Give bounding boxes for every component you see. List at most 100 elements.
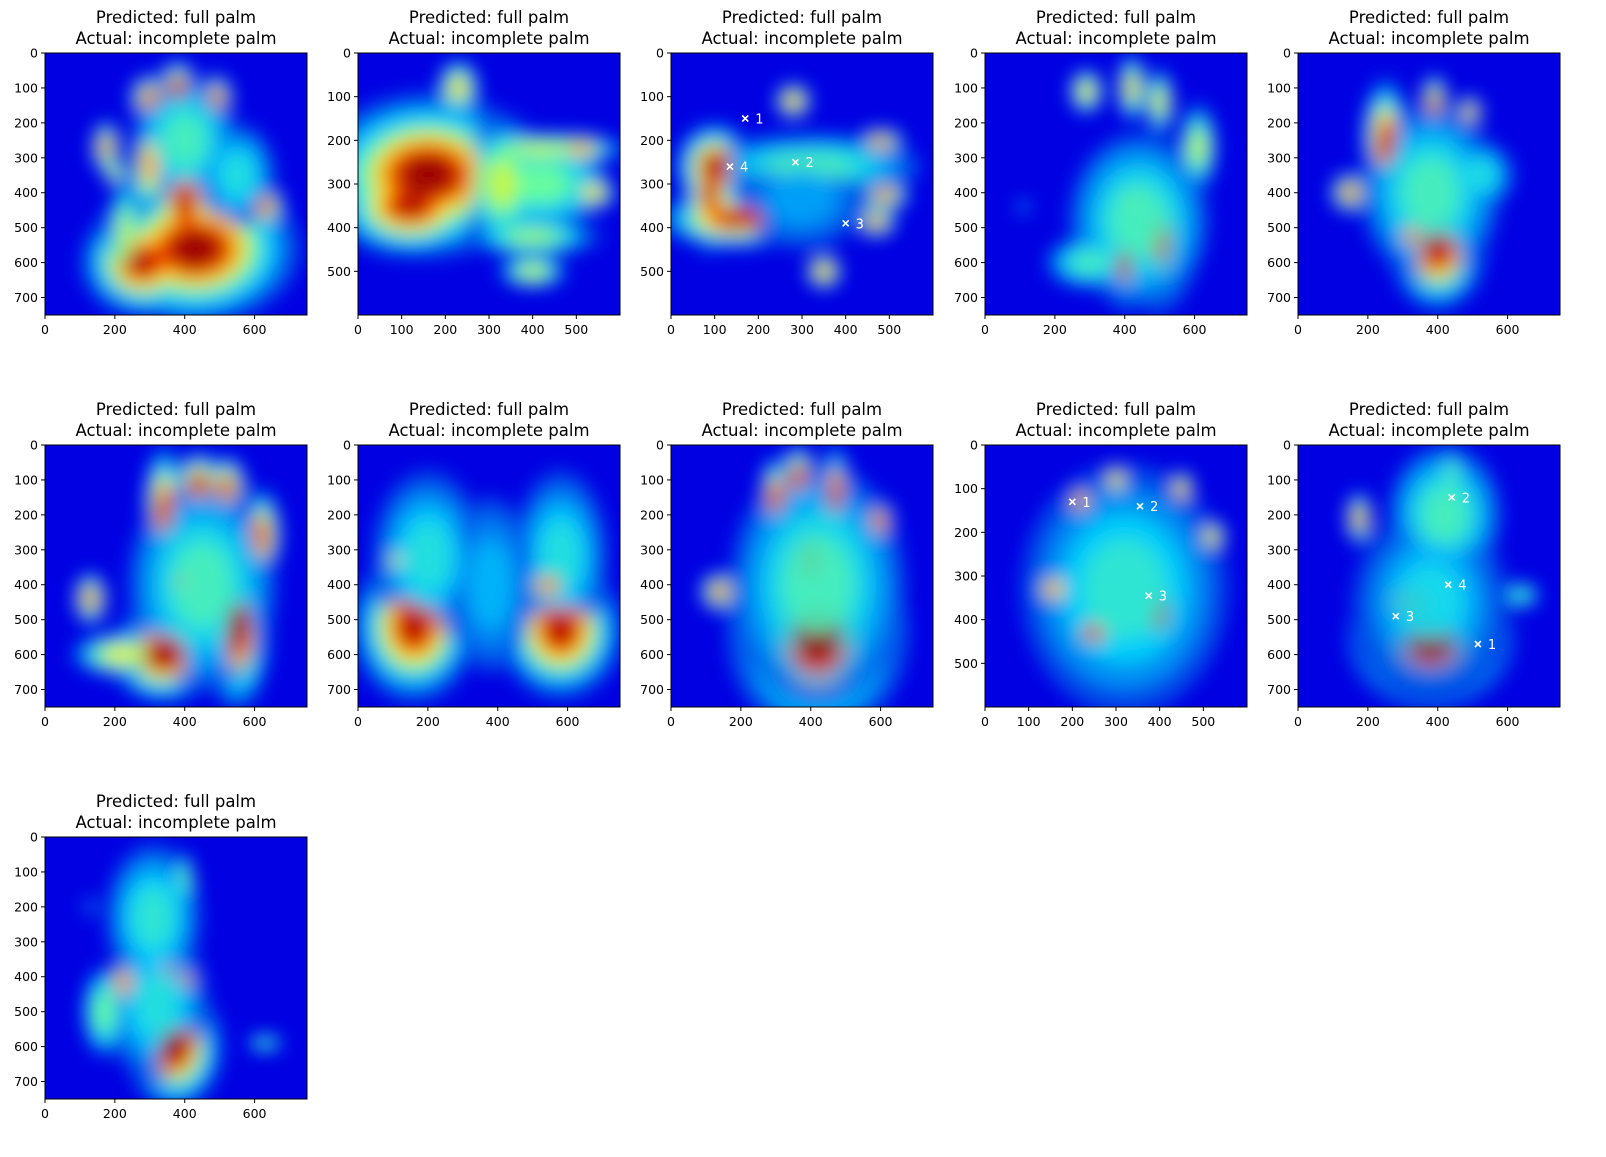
y-tick-label: 0 — [656, 438, 664, 453]
annotation-marker-3: 3 — [842, 217, 864, 232]
y-tick-label: 400 — [1267, 577, 1291, 592]
y-tick-label: 300 — [640, 542, 664, 557]
axes-frame — [44, 444, 308, 708]
y-tick-label: 0 — [970, 46, 978, 61]
heat-blob — [1355, 511, 1363, 526]
x-tick-label: 600 — [1496, 714, 1520, 729]
subplot-grid: Predicted: full palm Actual: incomplete p… — [14, 8, 1561, 1121]
heat-blob — [405, 521, 451, 592]
x-tick-label: 400 — [486, 714, 510, 729]
x-tick-label: 400 — [834, 322, 858, 337]
heatmap-image — [45, 445, 307, 707]
y-tick-label: 700 — [1267, 290, 1291, 305]
y-tick-label: 0 — [1283, 438, 1291, 453]
annotation-marker-3: 3 — [1392, 610, 1414, 625]
annotation-label: 3 — [856, 217, 864, 232]
heat-blob — [119, 974, 132, 993]
heat-blob — [149, 642, 178, 667]
x-tick-label: 0 — [981, 714, 989, 729]
heat-blob — [510, 229, 555, 243]
heat-blob — [874, 515, 884, 528]
heat-blob — [469, 541, 512, 629]
subplot-4: Predicted: full palm Actual: incomplete p… — [954, 8, 1248, 337]
y-tick-label: 400 — [327, 220, 351, 235]
heat-blob — [571, 144, 590, 154]
heat-blob — [211, 92, 221, 105]
heat-blob — [144, 92, 156, 105]
y-tick-label: 500 — [327, 264, 351, 279]
heat-blob — [127, 248, 159, 277]
heat-blob — [587, 187, 601, 199]
heat-blob — [135, 973, 178, 1037]
heat-blob — [163, 114, 206, 167]
heat-blob — [513, 143, 570, 155]
heat-blob — [177, 577, 185, 585]
x-tick-label: 100 — [1017, 714, 1041, 729]
y-tick-label: 500 — [640, 612, 664, 627]
annotation-marker-2: 2 — [1448, 491, 1470, 506]
heat-blob — [158, 492, 170, 524]
heat-blob — [1127, 77, 1137, 99]
y-tick-label: 100 — [327, 89, 351, 104]
subplot-title-predicted: Predicted: full palm — [409, 400, 569, 419]
heat-blob — [1430, 94, 1438, 109]
x-tick-label: 400 — [1113, 322, 1137, 337]
y-tick-label: 100 — [640, 472, 664, 487]
y-tick-label: 700 — [1267, 682, 1291, 697]
x-tick-label: 100 — [390, 322, 414, 337]
x-tick-label: 0 — [667, 322, 675, 337]
annotation-label: 2 — [1462, 491, 1470, 506]
y-tick-label: 300 — [954, 150, 978, 165]
y-tick-label: 200 — [327, 133, 351, 148]
heat-blob — [704, 155, 725, 178]
heat-blob — [1177, 483, 1186, 495]
y-tick-label: 600 — [954, 255, 978, 270]
subplot-title-actual: Actual: incomplete palm — [1015, 421, 1216, 440]
heat-blob — [390, 192, 431, 219]
cross-icon — [741, 114, 749, 123]
x-tick-label: 400 — [1426, 714, 1450, 729]
y-tick-label: 500 — [1267, 220, 1291, 235]
subplot-title-predicted: Predicted: full palm — [96, 8, 256, 27]
x-tick-label: 600 — [1496, 322, 1520, 337]
y-tick-label: 600 — [327, 647, 351, 662]
subplot-title-actual: Actual: incomplete palm — [701, 29, 902, 48]
heat-blob — [1076, 496, 1086, 508]
annotation-marker-1: 1 — [1474, 638, 1496, 653]
subplot-11: Predicted: full palm Actual: incomplete p… — [14, 792, 308, 1121]
y-tick-label: 600 — [1267, 647, 1291, 662]
heat-blob — [95, 994, 114, 1030]
x-tick-label: 600 — [1183, 322, 1207, 337]
x-tick-label: 400 — [1148, 714, 1172, 729]
subplot-title-predicted: Predicted: full palm — [722, 400, 882, 419]
y-tick-label: 500 — [640, 264, 664, 279]
y-tick-label: 0 — [30, 830, 38, 845]
x-tick-label: 600 — [556, 714, 580, 729]
x-tick-label: 400 — [173, 1106, 197, 1121]
y-tick-label: 200 — [14, 507, 38, 522]
y-tick-label: 600 — [1267, 255, 1291, 270]
annotation-label: 3 — [1406, 610, 1414, 625]
heat-blob — [541, 577, 559, 592]
x-tick-label: 0 — [1294, 322, 1302, 337]
heatmap-image — [45, 837, 307, 1099]
x-tick-label: 0 — [667, 714, 675, 729]
axes-frame — [670, 444, 934, 708]
y-tick-label: 500 — [14, 612, 38, 627]
heat-blob — [172, 80, 183, 95]
heat-blob — [787, 95, 799, 107]
heat-blob — [120, 215, 131, 254]
y-tick-label: 200 — [640, 133, 664, 148]
heat-blob — [451, 79, 465, 97]
y-tick-label: 500 — [954, 656, 978, 671]
heat-blob — [106, 647, 138, 662]
annotation-label: 1 — [1488, 638, 1496, 653]
heat-blob — [134, 887, 173, 948]
y-tick-label: 0 — [343, 438, 351, 453]
x-tick-label: 500 — [564, 322, 588, 337]
heat-blob — [1081, 84, 1092, 99]
heat-blob — [1448, 464, 1456, 482]
x-tick-label: 200 — [1356, 322, 1380, 337]
y-tick-label: 400 — [954, 612, 978, 627]
